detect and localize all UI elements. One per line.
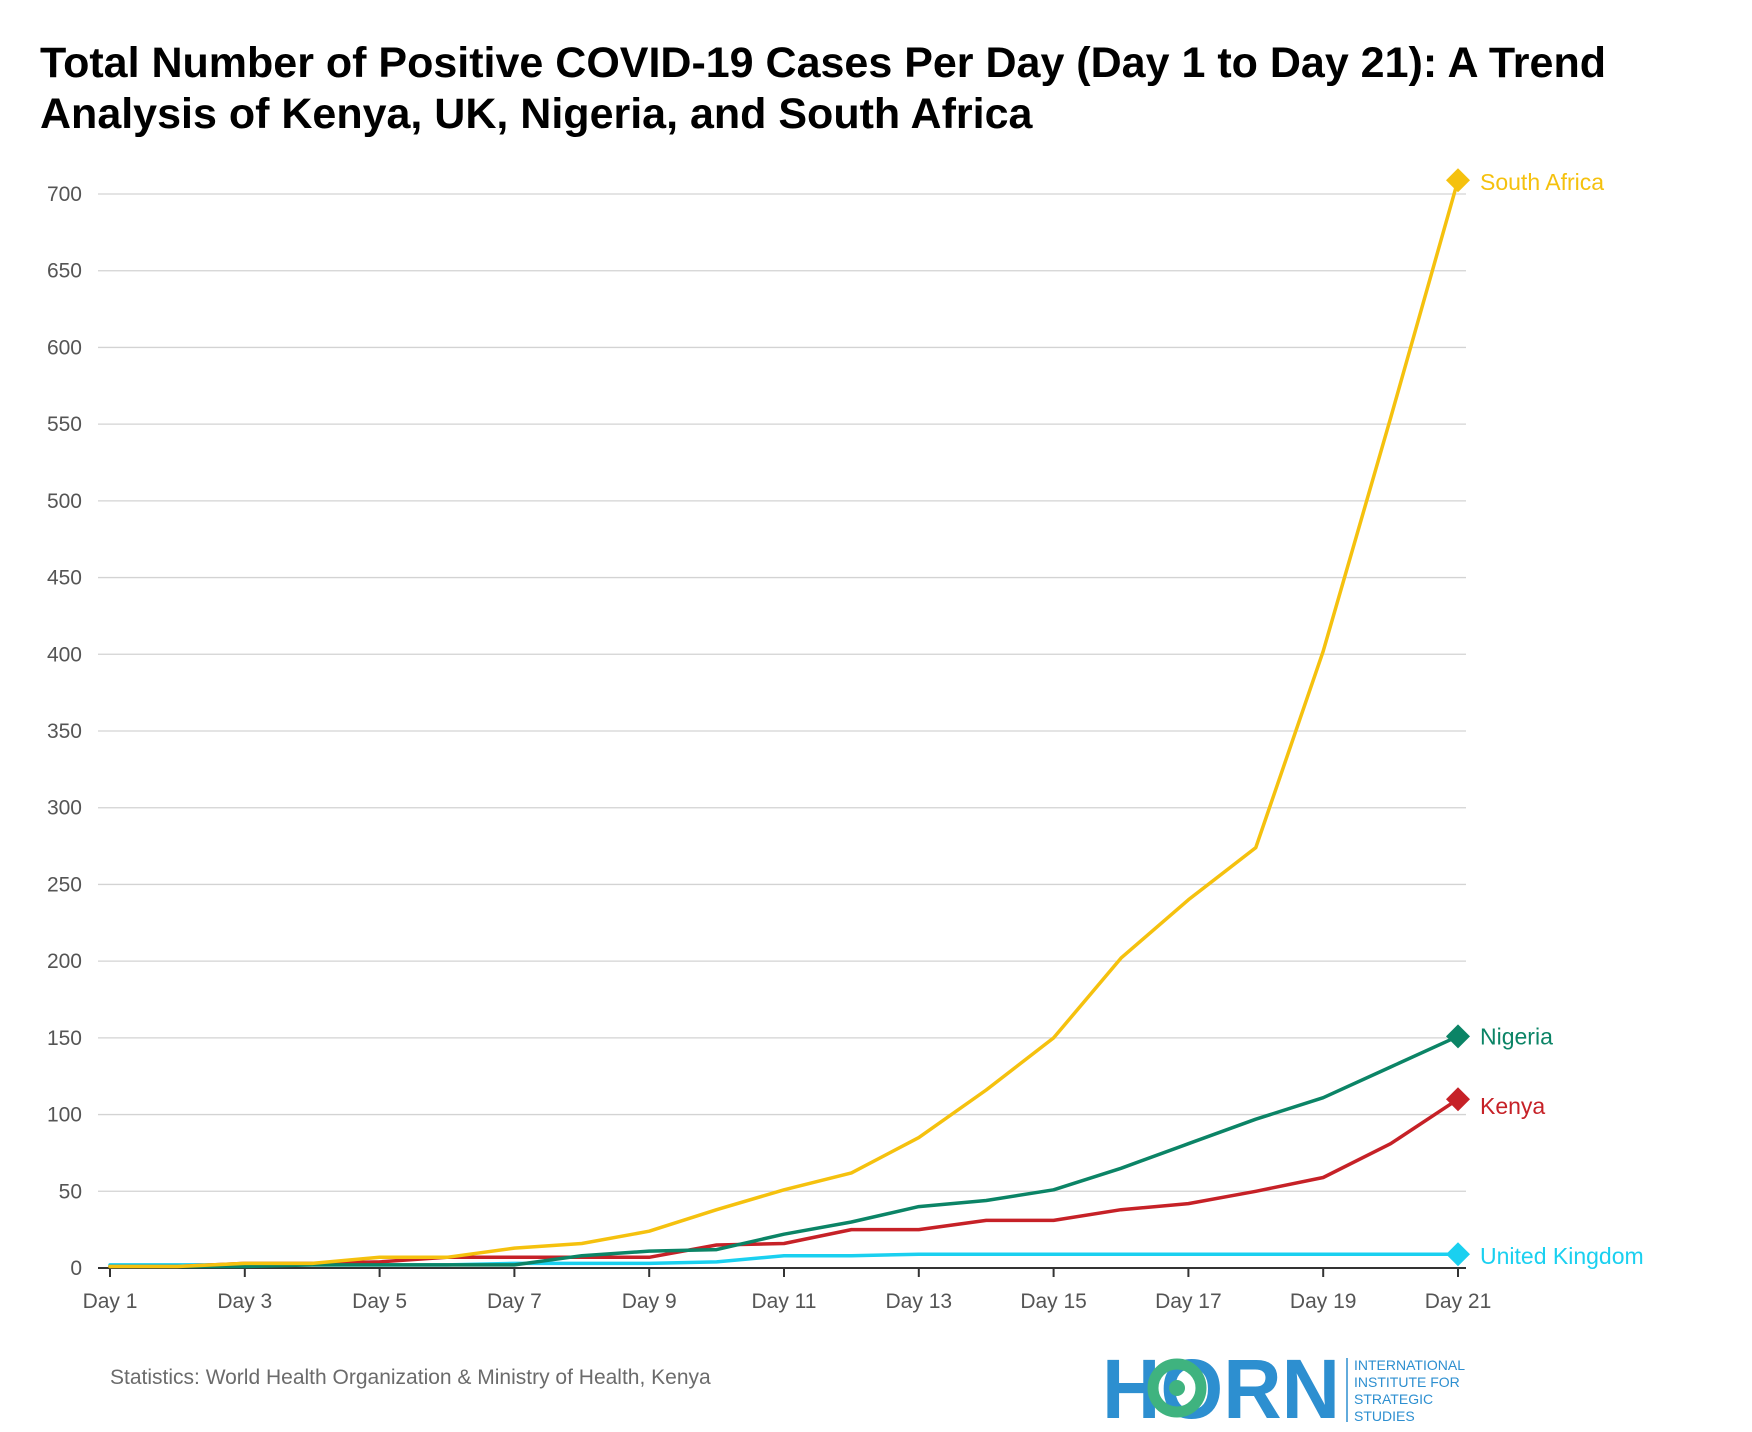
grid-lines bbox=[98, 193, 1466, 1269]
x-tick-label: Day 19 bbox=[1290, 1290, 1357, 1313]
series-label: South Africa bbox=[1480, 169, 1604, 195]
y-tick-label: 50 bbox=[59, 1180, 82, 1203]
y-tick-label: 250 bbox=[47, 873, 82, 896]
y-axis: 0 50 100 150 200 250 300 350 400 450 500 550 600 650 7… bbox=[47, 183, 82, 1280]
x-tick-label: Day 9 bbox=[622, 1290, 677, 1313]
x-tick-label: Day 13 bbox=[886, 1290, 953, 1313]
y-tick-label: 400 bbox=[47, 643, 82, 666]
x-tick-label: Day 11 bbox=[752, 1290, 817, 1313]
x-tick-label: Day 7 bbox=[487, 1290, 542, 1313]
series-line bbox=[108, 178, 1460, 1269]
chart-title: Total Number of Positive COVID-19 Cases … bbox=[40, 39, 1606, 138]
y-tick-label: 600 bbox=[47, 336, 82, 359]
y-tick-label: 100 bbox=[47, 1104, 82, 1127]
logo-o-dot bbox=[1169, 1380, 1185, 1396]
y-tick-label: 700 bbox=[47, 183, 82, 206]
logo-tagline-line: INTERNATIONAL bbox=[1354, 1357, 1465, 1373]
series-end-marker bbox=[1446, 1242, 1470, 1267]
x-tick-label: Day 5 bbox=[352, 1290, 407, 1313]
series-label: Nigeria bbox=[1480, 1023, 1553, 1049]
y-tick-label: 300 bbox=[47, 797, 82, 820]
y-tick-label: 650 bbox=[47, 260, 82, 283]
series-label: United Kingdom bbox=[1480, 1243, 1644, 1269]
logo-o-ring bbox=[1147, 1358, 1207, 1418]
series-lines bbox=[108, 178, 1460, 1269]
logo-tagline-line: INSTITUTE FOR bbox=[1354, 1374, 1460, 1390]
x-tick-label: Day 17 bbox=[1155, 1290, 1222, 1313]
source-note: Statistics: World Health Organization & … bbox=[110, 1366, 711, 1389]
x-tick-label: Day 3 bbox=[217, 1290, 272, 1313]
series-end-marker bbox=[1446, 1087, 1470, 1112]
series-line bbox=[108, 1097, 1460, 1269]
y-tick-label: 550 bbox=[47, 413, 82, 436]
series-labels: South Africa Nigeria Kenya United Kingdom bbox=[1446, 168, 1644, 1269]
series-label: Kenya bbox=[1480, 1093, 1545, 1119]
x-tick-label: Day 1 bbox=[83, 1290, 138, 1313]
logo-tagline-line: STRATEGIC bbox=[1354, 1391, 1433, 1407]
x-tick-label: Day 21 bbox=[1425, 1290, 1492, 1313]
series-end-marker bbox=[1446, 1024, 1470, 1049]
logo-wordmark: HORN bbox=[1102, 1352, 1340, 1424]
y-tick-label: 200 bbox=[47, 950, 82, 973]
y-tick-label: 450 bbox=[47, 567, 82, 590]
y-tick-label: 150 bbox=[47, 1027, 82, 1050]
y-tick-label: 0 bbox=[70, 1257, 82, 1280]
series-end-marker bbox=[1446, 168, 1470, 193]
series-line bbox=[108, 1034, 1460, 1269]
y-tick-label: 500 bbox=[47, 490, 82, 513]
logo-tagline-line: STUDIES bbox=[1354, 1408, 1415, 1424]
y-tick-label: 350 bbox=[47, 720, 82, 743]
x-axis: Day 1 Day 3 Day 5 Day 7 Day 9 Day 11 Day 13 Day… bbox=[83, 1268, 1492, 1313]
x-tick-label: Day 15 bbox=[1020, 1290, 1087, 1313]
